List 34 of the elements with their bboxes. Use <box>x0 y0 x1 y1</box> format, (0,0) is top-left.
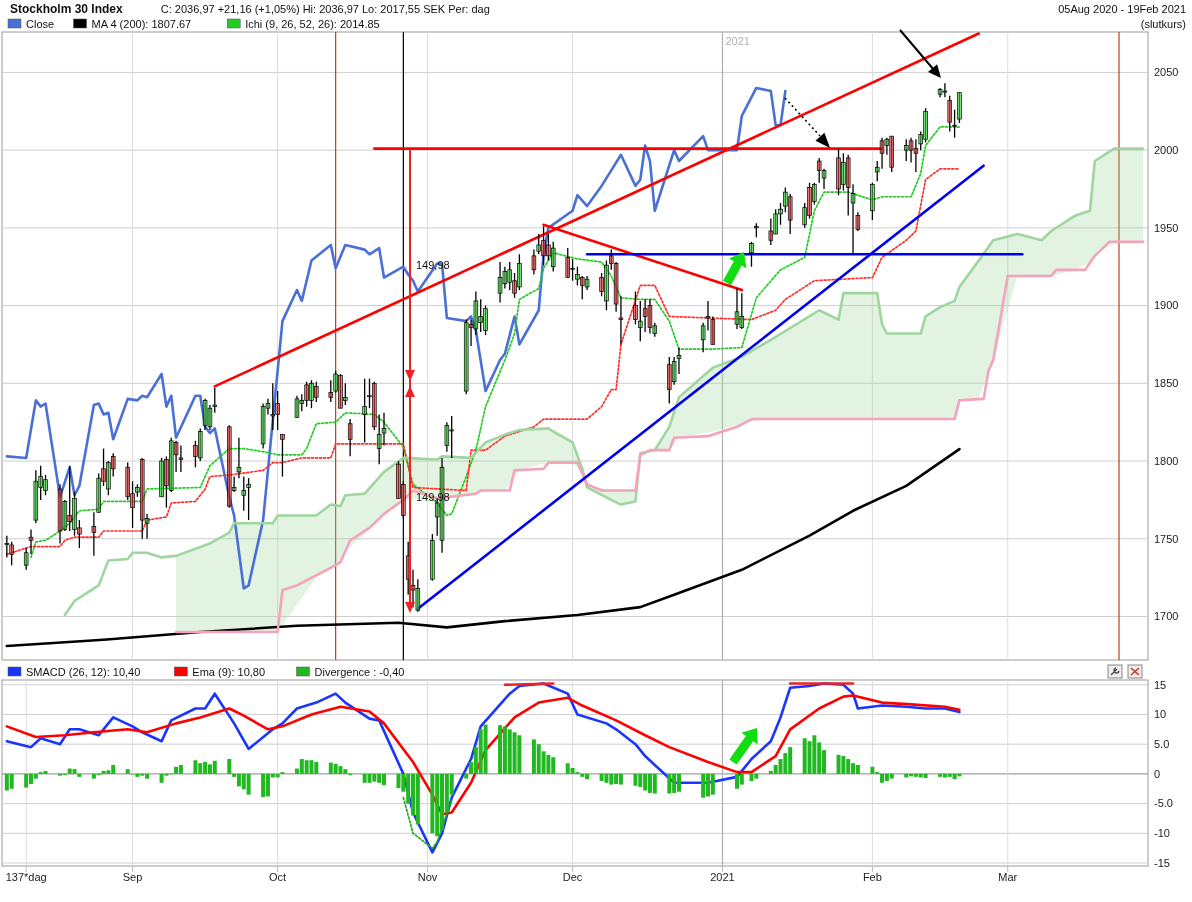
x-tick-label: Nov <box>417 871 438 883</box>
legend-label: Ichi (9, 26, 52, 26): 2014.85 <box>245 18 380 30</box>
x-tick-label: Oct <box>269 871 287 883</box>
legend-label: SMACD (26, 12): 10,40 <box>26 666 141 678</box>
y-tick-label: 1700 <box>1154 610 1179 623</box>
legend-label: MA 4 (200): 1807.67 <box>91 18 192 30</box>
y-tick-label: 2000 <box>1154 143 1179 156</box>
y-tick-label: 5.0 <box>1154 738 1170 751</box>
y-tick-label: 1850 <box>1154 377 1179 390</box>
y-tick-label: -15 <box>1154 856 1170 869</box>
y-tick-label: 1900 <box>1154 299 1179 312</box>
legend-label: Ema (9): 10,80 <box>192 666 266 678</box>
x-tick-label: 137*dag <box>5 871 47 883</box>
x-tick-label: Dec <box>562 871 583 883</box>
chart-title: Stockholm 30 Index <box>10 2 124 16</box>
y-tick-label: 1950 <box>1154 221 1179 234</box>
x-tick-label: 2021 <box>710 871 735 883</box>
y-tick-label: -5.0 <box>1154 797 1173 810</box>
y-tick-label: 1800 <box>1154 454 1179 467</box>
legend-label: Close <box>26 18 55 30</box>
legend-label: Divergence : -0,40 <box>314 666 405 678</box>
chart-subtitle: C: 2036,97 +21,16 (+1,05%) Hi: 2036,97 Lo: 2017,55 SEK Per: dag <box>160 3 490 15</box>
y-tick-label: 15 <box>1154 678 1167 691</box>
x-tick-label: Feb <box>862 871 882 883</box>
text: 05Aug 2020 - 19Feb 2021 <box>1058 3 1186 15</box>
ref-line-label: 2021 <box>725 35 750 47</box>
y-tick-label: 1750 <box>1154 532 1179 545</box>
x-tick-label: Sep <box>122 871 143 883</box>
y-tick-label: 10 <box>1154 708 1167 721</box>
y-tick-label: 0 <box>1154 767 1161 780</box>
x-tick-label: Mar <box>998 871 1018 883</box>
y-tick-label: 2050 <box>1154 66 1179 79</box>
y-tick-label: -10 <box>1154 827 1170 840</box>
text: (slutkurs) <box>1140 18 1186 30</box>
